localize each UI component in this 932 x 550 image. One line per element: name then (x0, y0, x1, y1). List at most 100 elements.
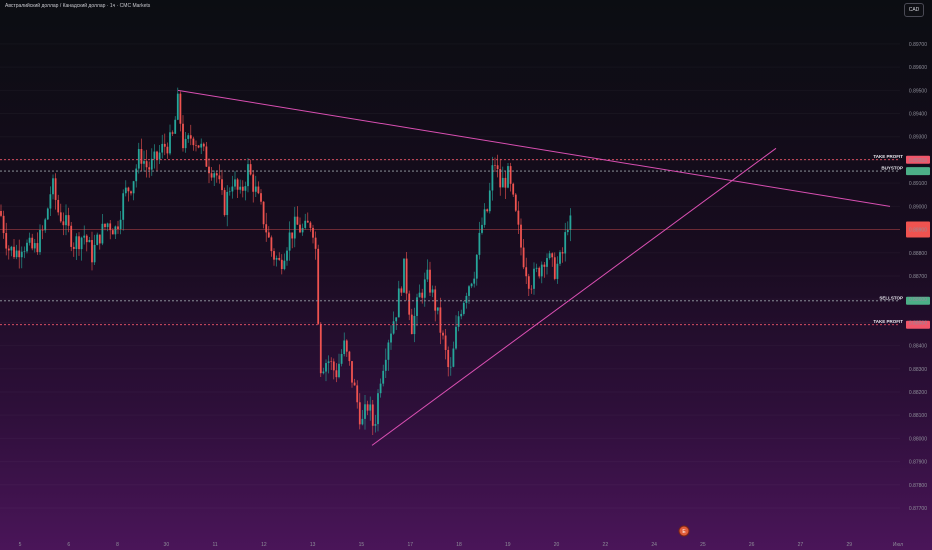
candle-body (213, 173, 216, 178)
candle-body (535, 267, 538, 269)
x-tick-label: 17 (407, 542, 413, 548)
candle-body (390, 333, 392, 343)
candle-body (78, 236, 80, 250)
candle-body (501, 177, 504, 188)
x-tick-label: 30 (164, 542, 170, 548)
candle-body (33, 243, 36, 249)
candle-body (228, 191, 231, 193)
candle-body (2, 215, 5, 234)
time-axis[interactable]: 5 6 8 30 11 12 13 15 17 18 19 20 22 24 25 26 27 29 Июл (19, 542, 904, 548)
lower-trendline[interactable] (371, 147, 777, 446)
level-label: TAKE PROFIT (873, 319, 903, 324)
candle-body (10, 246, 13, 251)
candle-body (460, 313, 463, 317)
candle-body (338, 363, 340, 378)
candle-body (163, 143, 166, 147)
candle-body (80, 237, 83, 250)
x-tick-label: 19 (505, 542, 511, 548)
candle-body (540, 264, 543, 277)
candle-body (455, 326, 457, 349)
candle-body (400, 288, 403, 293)
candle-body (205, 146, 208, 167)
y-tick-label: 0.88300 (909, 367, 927, 373)
candle-body (252, 174, 255, 192)
candle-body (135, 168, 138, 182)
candle-body (478, 232, 481, 255)
candle-body (39, 229, 41, 253)
candle-body (299, 224, 301, 233)
candle-body (405, 258, 408, 294)
earnings-icon[interactable]: E (678, 525, 690, 537)
candle-body (293, 216, 296, 239)
candle-body (543, 264, 546, 267)
y-tick-label: 0.89500 (909, 88, 927, 94)
x-tick-label: 27 (798, 542, 804, 548)
y-tick-label: 0.88500 (909, 320, 927, 326)
candle-body (65, 215, 67, 226)
candle-body (197, 145, 200, 148)
candle-body (26, 242, 28, 252)
candle-body (309, 222, 312, 228)
candle-body (158, 152, 161, 160)
candle-body (166, 146, 169, 154)
level-price-tag (906, 296, 930, 305)
candle-body (5, 233, 8, 249)
candle-body (72, 246, 75, 249)
candle-body (280, 259, 283, 270)
candle-body (15, 250, 18, 258)
level-price-tag (906, 320, 930, 329)
candle-body (358, 402, 361, 425)
candle-body (436, 307, 439, 311)
candle-body (488, 190, 491, 212)
candle-body (546, 258, 548, 267)
candle-body (273, 251, 275, 260)
candle-body (41, 229, 44, 231)
candle-body (296, 216, 299, 225)
candle-body (317, 248, 320, 324)
candle-body (377, 393, 379, 425)
candle-body (195, 145, 197, 146)
x-tick-label: 13 (310, 542, 316, 548)
candle-body (140, 149, 143, 164)
candle-body (239, 186, 242, 190)
candle-body (527, 276, 530, 289)
candle-body (512, 183, 515, 195)
candle-body (210, 173, 213, 178)
x-tick-label: 5 (19, 542, 22, 548)
candle-body (397, 288, 400, 318)
candle-body (257, 186, 260, 194)
candle-body (431, 289, 434, 293)
candle-body (366, 404, 369, 411)
candle-body (109, 223, 112, 231)
candle-body (192, 138, 195, 146)
price-axis[interactable]: 0.89700 0.89600 0.89500 0.89400 0.89300 0.892… (909, 42, 927, 512)
x-tick-label: 26 (749, 542, 755, 548)
upper-trendline[interactable] (177, 89, 891, 207)
candle-body (75, 236, 78, 249)
x-tick-label: 6 (67, 542, 70, 548)
candle-body (187, 135, 190, 139)
level-label: BUYSTOP (881, 166, 903, 171)
candle-body (533, 268, 535, 289)
candle-body (91, 240, 93, 263)
candle-body (36, 243, 39, 253)
candle-body (556, 263, 559, 279)
candle-body (452, 348, 455, 367)
level-price-tag (906, 167, 930, 176)
currency-button[interactable]: CAD (904, 3, 924, 17)
candle-body (153, 151, 156, 159)
candle-body (340, 354, 343, 364)
candle-body (470, 283, 473, 287)
candle-body (413, 315, 416, 335)
candle-body (561, 252, 564, 254)
candle-body (184, 138, 187, 149)
candle-body (457, 316, 460, 327)
candle-body (429, 269, 431, 293)
candle-body (59, 212, 62, 222)
candle-body (384, 359, 387, 371)
candle-body (62, 221, 65, 226)
candle-body (548, 253, 551, 259)
candle-body (130, 191, 132, 194)
candle-body (418, 292, 421, 298)
